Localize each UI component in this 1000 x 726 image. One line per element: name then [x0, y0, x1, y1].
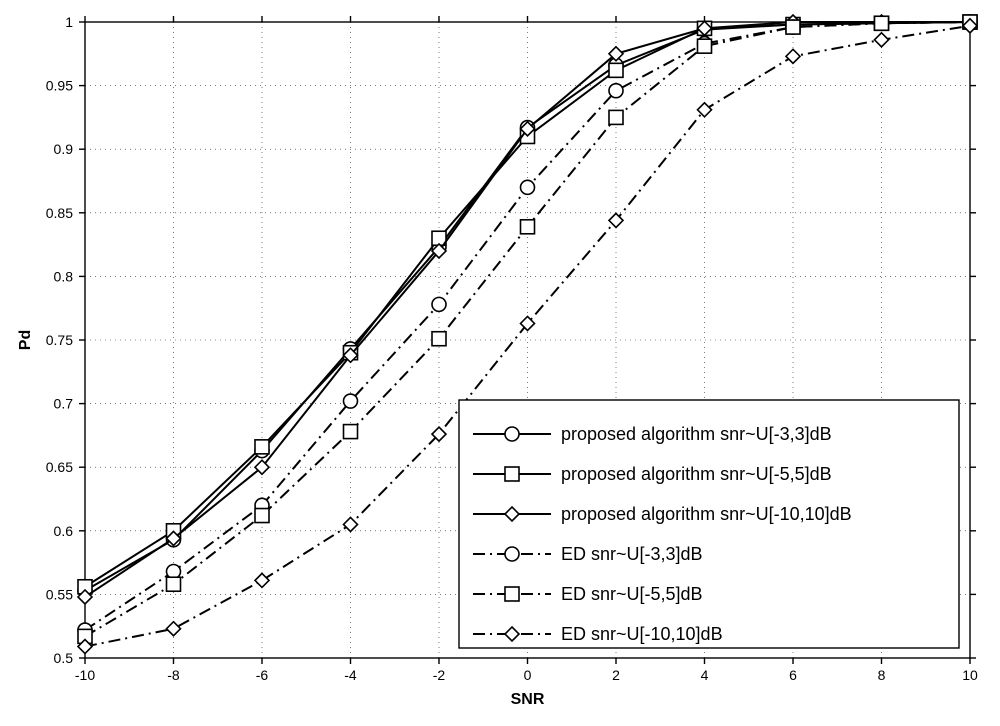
marker-square-icon: [609, 63, 623, 77]
marker-square-icon: [875, 16, 889, 30]
marker-circle-icon: [167, 565, 181, 579]
y-tick-label: 0.6: [54, 523, 74, 539]
marker-square-icon: [255, 509, 269, 523]
y-tick-label: 0.8: [54, 268, 74, 284]
marker-square-icon: [786, 20, 800, 34]
y-tick-label: 0.95: [46, 78, 73, 94]
x-tick-label: 10: [962, 667, 978, 683]
x-tick-label: -10: [75, 667, 95, 683]
x-tick-label: -2: [433, 667, 446, 683]
y-tick-label: 0.75: [46, 332, 73, 348]
marker-square-icon: [432, 332, 446, 346]
marker-square-icon: [505, 467, 519, 481]
y-axis-label: Pd: [17, 330, 34, 350]
x-tick-label: -4: [344, 667, 357, 683]
marker-circle-icon: [432, 297, 446, 311]
y-tick-label: 0.55: [46, 586, 73, 602]
marker-square-icon: [521, 220, 535, 234]
marker-square-icon: [505, 587, 519, 601]
marker-circle-icon: [609, 84, 623, 98]
marker-square-icon: [344, 425, 358, 439]
marker-square-icon: [167, 577, 181, 591]
x-tick-label: 8: [878, 667, 886, 683]
y-tick-label: 0.7: [54, 396, 74, 412]
legend-label: ED snr~U[-10,10]dB: [561, 624, 723, 644]
x-tick-label: 4: [701, 667, 709, 683]
x-tick-label: -6: [256, 667, 269, 683]
marker-square-icon: [698, 39, 712, 53]
x-tick-label: 0: [524, 667, 532, 683]
legend: proposed algorithm snr~U[-3,3]dB proposed…: [459, 400, 959, 648]
marker-circle-icon: [344, 394, 358, 408]
y-tick-label: 1: [65, 14, 73, 30]
legend-label: proposed algorithm snr~U[-10,10]dB: [561, 504, 852, 524]
legend-label: ED snr~U[-3,3]dB: [561, 544, 703, 564]
marker-circle-icon: [505, 427, 519, 441]
y-tick-label: 0.85: [46, 205, 73, 221]
x-tick-label: 6: [789, 667, 797, 683]
legend-label: ED snr~U[-5,5]dB: [561, 584, 703, 604]
y-tick-label: 0.5: [54, 650, 74, 666]
chart-svg: -10 -8 -6 -4 -2 0 2 4 6 8 10 0.5 0.55 0.6 0.65 0.7 0.75 0…: [0, 0, 1000, 726]
y-tick-label: 0.65: [46, 459, 73, 475]
legend-label: proposed algorithm snr~U[-3,3]dB: [561, 424, 832, 444]
marker-square-icon: [255, 440, 269, 454]
pd-vs-snr-chart: -10 -8 -6 -4 -2 0 2 4 6 8 10 0.5 0.55 0.6 0.65 0.7 0.75 0…: [0, 0, 1000, 726]
x-tick-label: 2: [612, 667, 620, 683]
legend-label: proposed algorithm snr~U[-5,5]dB: [561, 464, 832, 484]
marker-circle-icon: [505, 547, 519, 561]
marker-square-icon: [609, 110, 623, 124]
marker-circle-icon: [521, 180, 535, 194]
y-tick-label: 0.9: [54, 141, 74, 157]
x-tick-label: -8: [167, 667, 180, 683]
x-axis-label: SNR: [511, 691, 545, 708]
